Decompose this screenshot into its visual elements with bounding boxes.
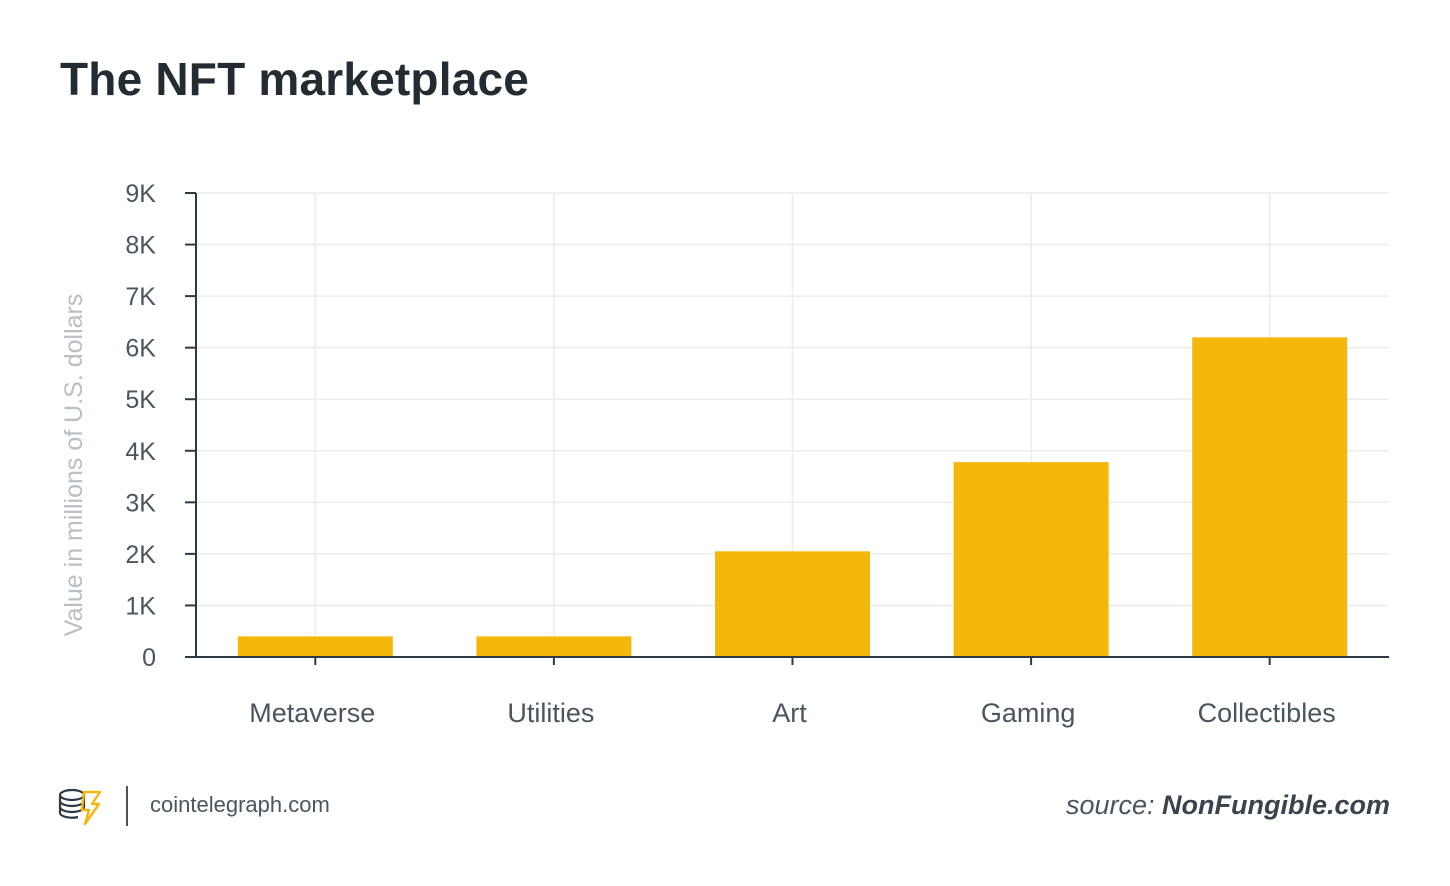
x-tick-label: Gaming xyxy=(981,698,1076,728)
x-tick-label: Collectibles xyxy=(1198,698,1336,728)
footer-source: source: NonFungible.com xyxy=(1066,790,1390,821)
bar-gaming xyxy=(953,462,1109,657)
source-name: NonFungible.com xyxy=(1162,790,1390,820)
x-tick-label: Metaverse xyxy=(249,698,375,728)
bars xyxy=(237,337,1348,657)
tick-labels: 0 1K 2K 3K 4K 5K 6K 7K 8K 9K Metaverse Utilities Art… xyxy=(125,180,1335,728)
y-tick-label: 1K xyxy=(125,592,156,620)
y-tick-label: 0 xyxy=(142,644,156,672)
footer-divider xyxy=(126,786,128,826)
y-tick-label: 9K xyxy=(125,180,156,208)
footer-site-name: cointelegraph.com xyxy=(150,792,330,817)
y-axis-label: Value in millions of U.S. dollars xyxy=(60,294,88,637)
x-tick-label: Art xyxy=(772,698,807,728)
y-tick-label: 6K xyxy=(125,335,156,363)
bar-utilities xyxy=(476,636,632,657)
y-tick-label: 7K xyxy=(125,283,156,311)
bar-art xyxy=(715,551,870,657)
y-tick-label: 3K xyxy=(125,489,156,517)
y-tick-label: 2K xyxy=(125,541,156,569)
x-tick-label: Utilities xyxy=(507,698,594,728)
axes xyxy=(185,192,1389,665)
source-prefix: source: xyxy=(1065,790,1155,820)
bar-collectibles xyxy=(1192,337,1348,657)
chart-title: The NFT marketplace xyxy=(60,53,530,105)
bar-metaverse xyxy=(237,636,393,657)
y-tick-label: 8K xyxy=(125,232,156,260)
y-tick-label: 5K xyxy=(125,386,156,414)
y-tick-label: 4K xyxy=(125,438,156,466)
cointelegraph-logo-icon xyxy=(58,786,104,831)
